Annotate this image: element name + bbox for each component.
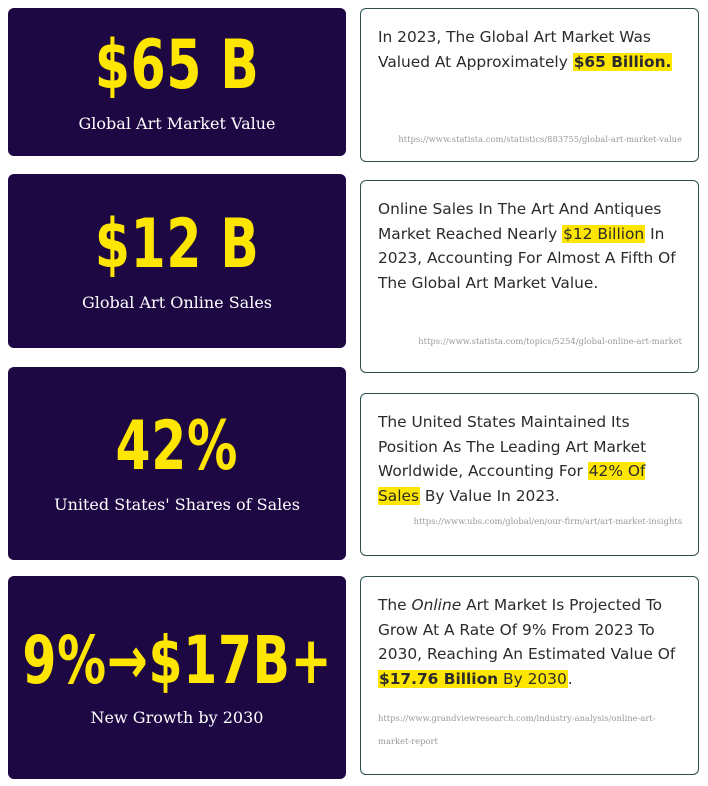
stat-value: 42% [115,407,239,486]
highlighted-figure: $17.76 Billion By 2030 [378,669,568,688]
info-text-italic: Online [411,596,462,614]
stat-value: $65 B [94,25,260,105]
source-link[interactable]: https://www.statista.com/statistics/8837… [398,134,682,144]
info-card-online-sales: Online Sales In The Art And Antiques Mar… [360,180,699,373]
info-text-part: . [567,669,573,688]
info-text-part: Online Sales In The Art And Antiques Mar… [378,200,662,243]
info-text-part: In 2023, The Global Art Market Was Value… [378,28,651,71]
highlighted-figure-value: $17.76 Billion [379,669,499,688]
stat-value: 9%→$17B+ [22,622,332,699]
info-text: The Online Art Market Is Projected To Gr… [378,593,682,691]
stat-card-us-share: 42% United States' Shares of Sales [8,367,346,560]
info-text-part: In 2023, Accounting For Almost A Fifth O… [378,224,676,292]
stat-card-online-sales: $12 B Global Art Online Sales [8,174,346,348]
info-text: The United States Maintained Its Positio… [378,410,682,508]
source-link[interactable]: https://www.statista.com/topics/5254/glo… [418,336,682,346]
highlighted-figure: $65 Billion. [572,52,673,71]
source-link[interactable]: https://www.ubs.com/global/en/our-firm/a… [413,516,682,526]
stat-label: United States' Shares of Sales [54,495,300,514]
info-text-part: By Value In 2023. [419,486,560,505]
stat-card-market-value: $65 B Global Art Market Value [8,8,346,156]
info-text: In 2023, The Global Art Market Was Value… [378,25,682,74]
highlighted-figure-tail: By 2030 [498,669,567,688]
info-card-us-share: The United States Maintained Its Positio… [360,393,699,556]
stat-label: Global Art Market Value [78,113,276,133]
info-text-part: The United States Maintained Its Positio… [378,413,647,480]
stat-card-growth: 9%→$17B+ New Growth by 2030 [8,576,346,779]
info-text-part: Art Market Is Projected To Grow At A Rat… [378,596,676,663]
highlighted-figure: $12 Billion [562,224,646,243]
stat-value: $12 B [94,204,260,284]
info-card-market-value: In 2023, The Global Art Market Was Value… [360,8,699,162]
stat-label: New Growth by 2030 [90,708,264,727]
info-text-part: The [378,596,412,614]
source-link[interactable]: https://www.grandviewresearch.com/indust… [378,713,656,746]
info-text: Online Sales In The Art And Antiques Mar… [378,197,682,295]
info-card-growth: The Online Art Market Is Projected To Gr… [360,576,699,775]
stat-label: Global Art Online Sales [81,292,273,312]
